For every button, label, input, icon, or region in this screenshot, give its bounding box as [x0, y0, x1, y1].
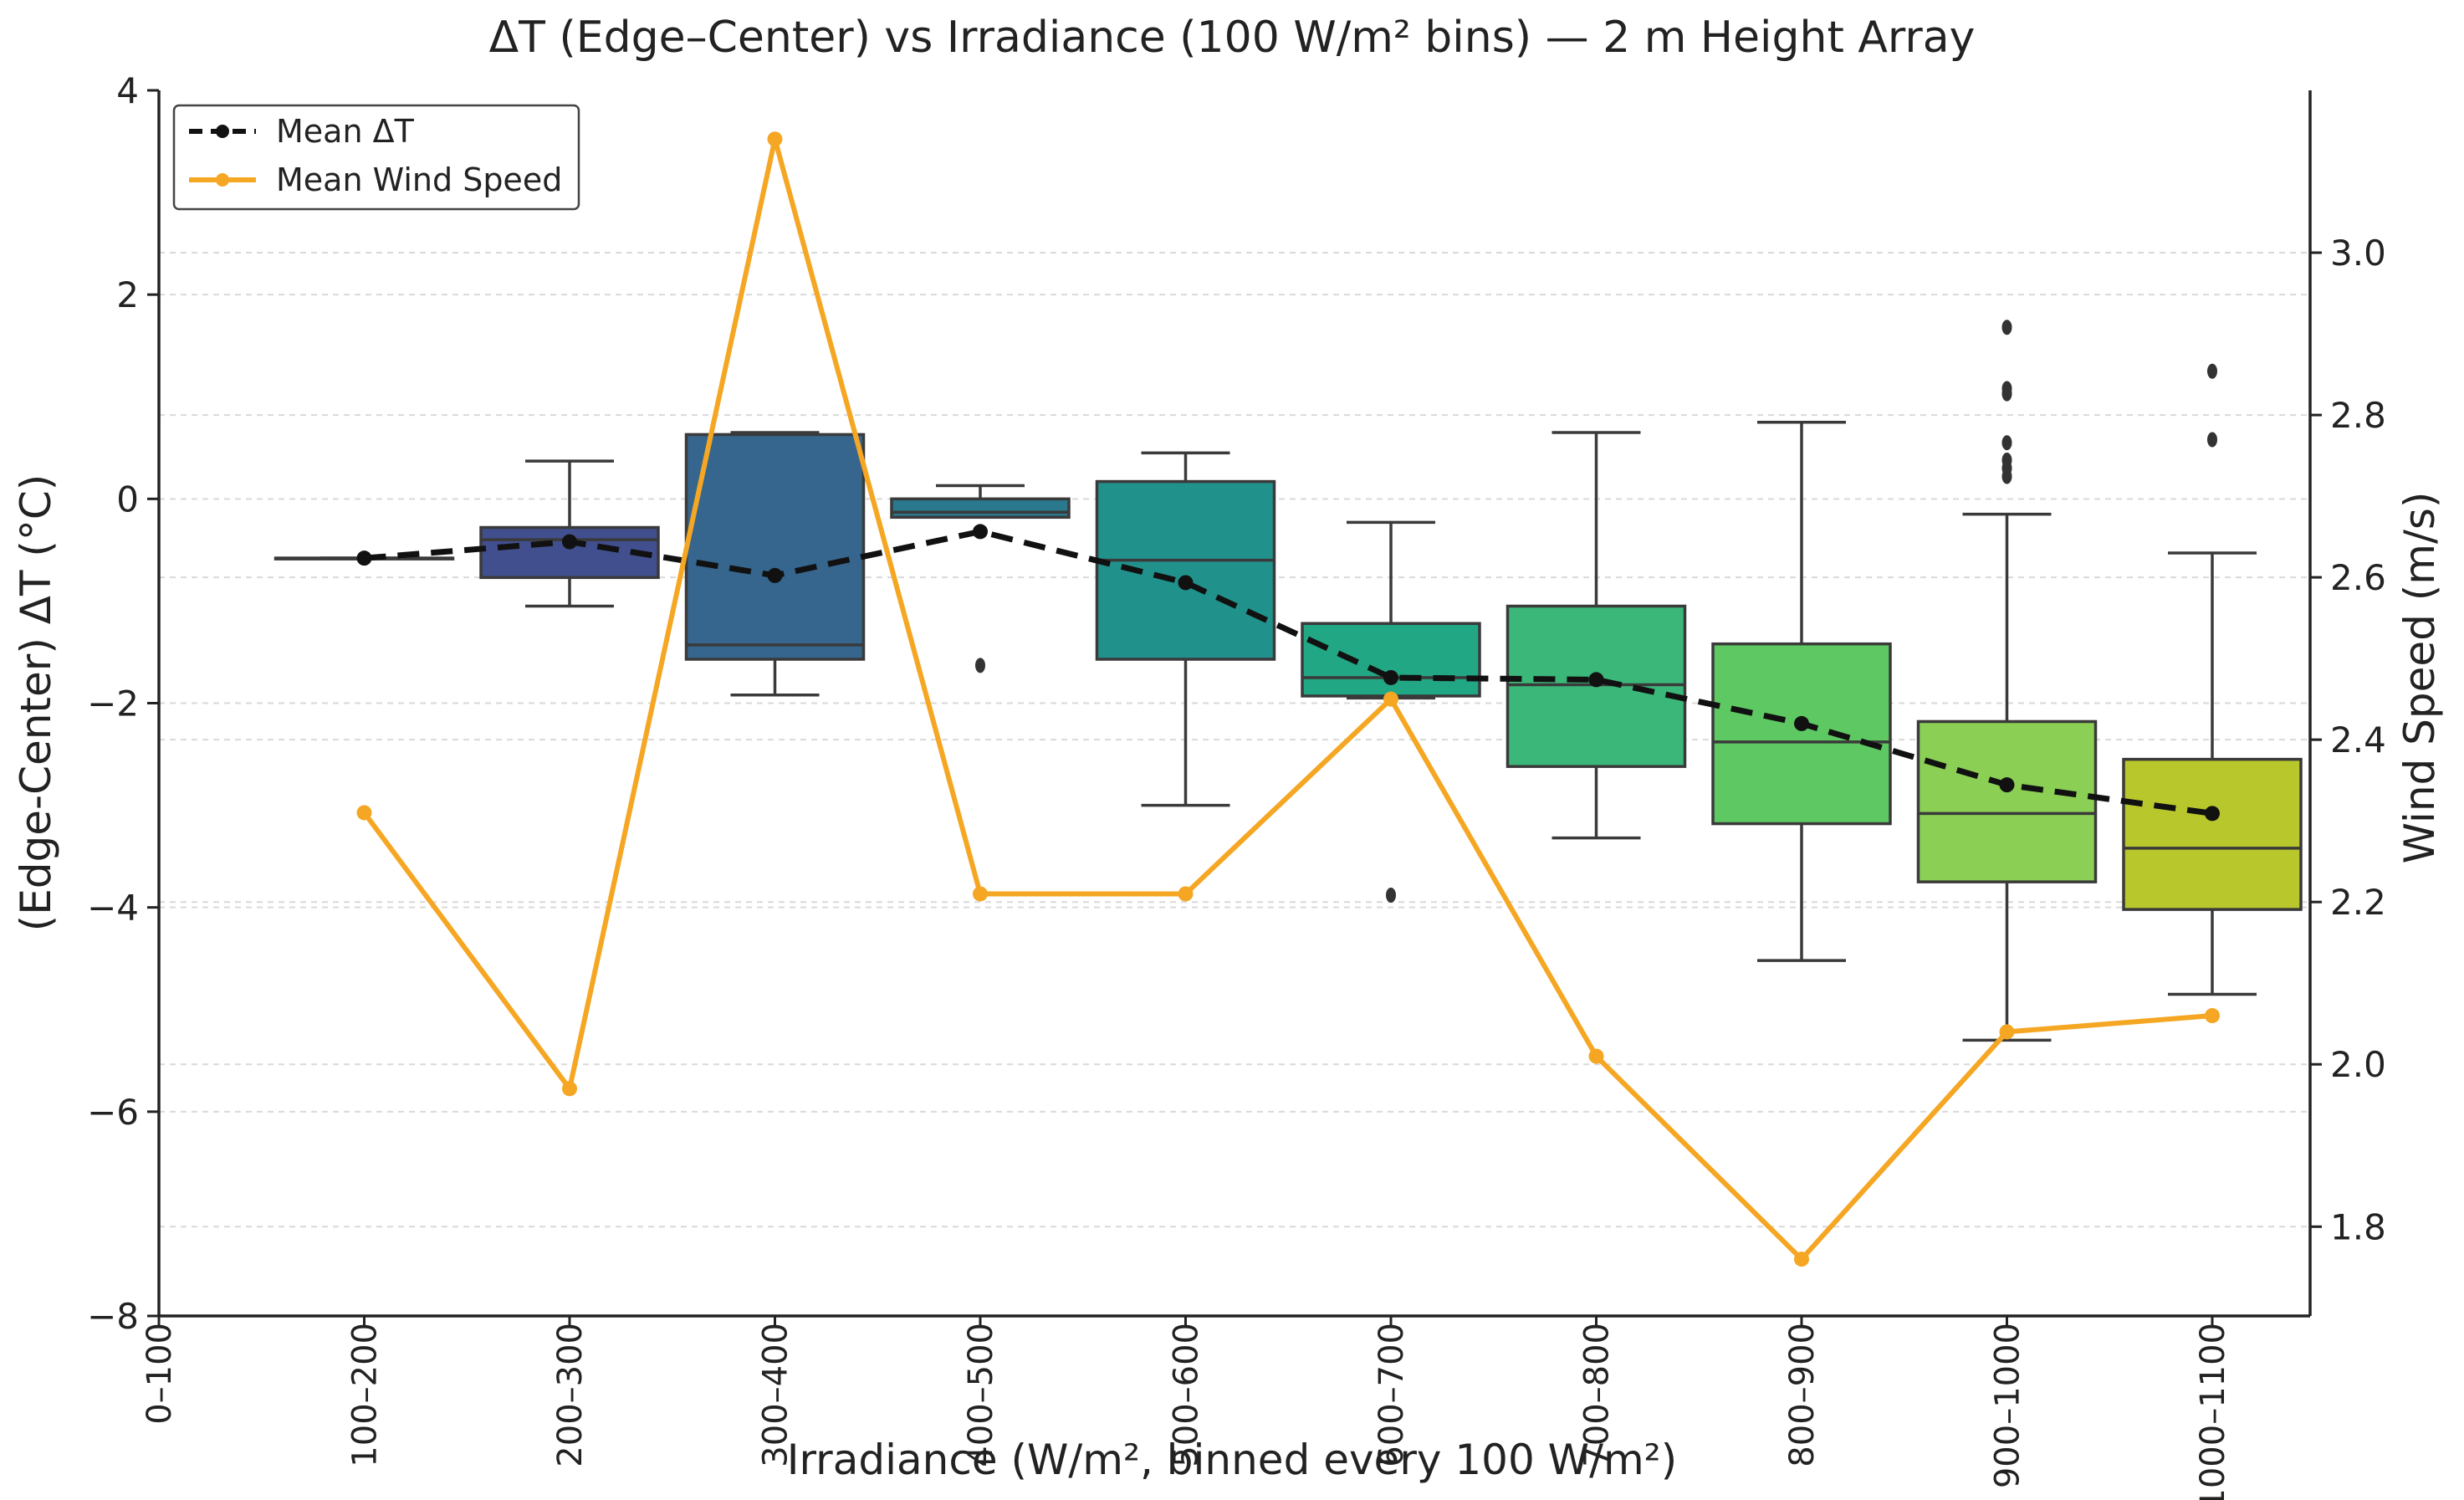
box-body-10 — [2122, 757, 2303, 911]
legend: Mean ΔT Mean Wind Speed — [172, 104, 580, 211]
y2-tick-label-3: 2.4 — [2330, 719, 2386, 760]
box-body-3 — [684, 433, 866, 661]
box-3 — [684, 431, 866, 697]
series-point-wind-speed-3 — [767, 131, 783, 147]
legend-wind-speed-marker — [216, 173, 229, 187]
y2-tick-label-0: 1.8 — [2330, 1206, 2386, 1247]
series-line-wind-speed — [362, 136, 2213, 1262]
y-tick-label-3: −2 — [87, 683, 139, 724]
series-point-wind-speed-6 — [1383, 691, 1398, 707]
series-point-mean-dt-3 — [767, 567, 783, 583]
x-tick-label-7: 700–800 — [1578, 1323, 1617, 1467]
series-point-mean-dt-7 — [1588, 672, 1604, 688]
box-10 — [2122, 363, 2303, 996]
y2-tick-label-2: 2.2 — [2330, 882, 2386, 923]
series-point-mean-dt-10 — [2205, 806, 2220, 822]
box-flier-9-3 — [2001, 435, 2012, 451]
box-flier-10-0 — [2207, 432, 2217, 448]
box-body-4 — [890, 497, 1071, 520]
series-point-wind-speed-8 — [1794, 1252, 1809, 1267]
series-line-mean-dt — [364, 528, 2213, 817]
series-point-mean-dt-6 — [1383, 669, 1398, 685]
x-tick-label-1: 100–200 — [346, 1323, 385, 1467]
x-tick-label-5: 500–600 — [1168, 1323, 1206, 1467]
box-flier-10-1 — [2207, 363, 2217, 379]
box-6 — [1301, 520, 1481, 904]
series-point-mean-dt-5 — [1178, 575, 1194, 591]
legend-frame — [172, 104, 580, 211]
series-point-mean-dt-9 — [1999, 777, 2015, 793]
box-flier-6-0 — [1386, 888, 1396, 904]
y-tick-label-5: 2 — [116, 274, 139, 315]
x-tick-label-8: 800–900 — [1783, 1323, 1822, 1467]
series-point-wind-speed-10 — [2205, 1008, 2220, 1024]
box-flier-9-6 — [2001, 320, 2012, 335]
y-tick-label-0: −8 — [87, 1296, 139, 1337]
box-9 — [1916, 320, 2098, 1042]
x-tick-label-6: 600–700 — [1373, 1323, 1411, 1467]
y2-tick-label-4: 2.6 — [2330, 557, 2386, 598]
y-tick-label-1: −6 — [87, 1092, 139, 1133]
y-tick-label-2: −4 — [87, 888, 139, 929]
x-tick-label-4: 400–500 — [962, 1323, 1000, 1467]
series-lines — [356, 131, 2220, 1267]
box-4 — [890, 484, 1071, 673]
series-point-wind-speed-7 — [1588, 1048, 1604, 1064]
ticks: −8 −6 −4 −2 0 2 4 1.8 2.0 2.2 2.4 2.6 2.8 3.0 0–100 100… — [87, 70, 2386, 1500]
y2-axis-label: Wind Speed (m/s) — [2395, 492, 2444, 864]
box-flier-9-2 — [2001, 452, 2012, 468]
x-tick-label-2: 200–300 — [551, 1323, 590, 1467]
series-point-wind-speed-4 — [973, 886, 988, 902]
box-plots — [273, 320, 2303, 1042]
series-point-mean-dt-4 — [973, 524, 988, 540]
box-flier-4-0 — [975, 658, 985, 673]
series-point-mean-dt-2 — [562, 534, 577, 550]
legend-mean-dt-label: Mean ΔT — [276, 113, 415, 150]
series-point-wind-speed-1 — [356, 805, 372, 821]
chart-title: ΔT (Edge–Center) vs Irradiance (100 W/m²… — [489, 13, 1976, 63]
x-tick-label-3: 300–400 — [757, 1323, 795, 1467]
series-point-mean-dt-1 — [356, 550, 372, 566]
series-point-wind-speed-2 — [562, 1081, 577, 1097]
y-axis-label: (Edge-Center) ΔT (°C) — [12, 474, 60, 932]
x-tick-label-0: 0–100 — [141, 1323, 179, 1425]
series-point-wind-speed-9 — [1999, 1024, 2015, 1040]
legend-mean-dt-marker — [216, 125, 229, 138]
x-tick-label-9: 900–1000 — [1989, 1323, 2027, 1488]
series-point-wind-speed-5 — [1178, 886, 1194, 902]
y2-tick-label-1: 2.0 — [2330, 1044, 2386, 1085]
box-8 — [1711, 421, 1892, 962]
y2-tick-label-5: 2.8 — [2330, 395, 2386, 436]
x-tick-label-10: 1000–1100 — [2194, 1323, 2232, 1500]
box-body-9 — [1916, 719, 2098, 883]
x-axis-label: Irradiance (W/m², binned every 100 W/m²) — [787, 1436, 1677, 1484]
y2-tick-label-6: 3.0 — [2330, 233, 2386, 274]
y-tick-label-6: 4 — [116, 70, 139, 111]
series-point-mean-dt-8 — [1794, 715, 1809, 731]
box-flier-9-5 — [2001, 381, 2012, 397]
y-tick-label-4: 0 — [116, 479, 139, 520]
box-body-8 — [1711, 642, 1892, 826]
box-body-5 — [1095, 479, 1276, 661]
legend-wind-speed-label: Mean Wind Speed — [276, 161, 562, 198]
